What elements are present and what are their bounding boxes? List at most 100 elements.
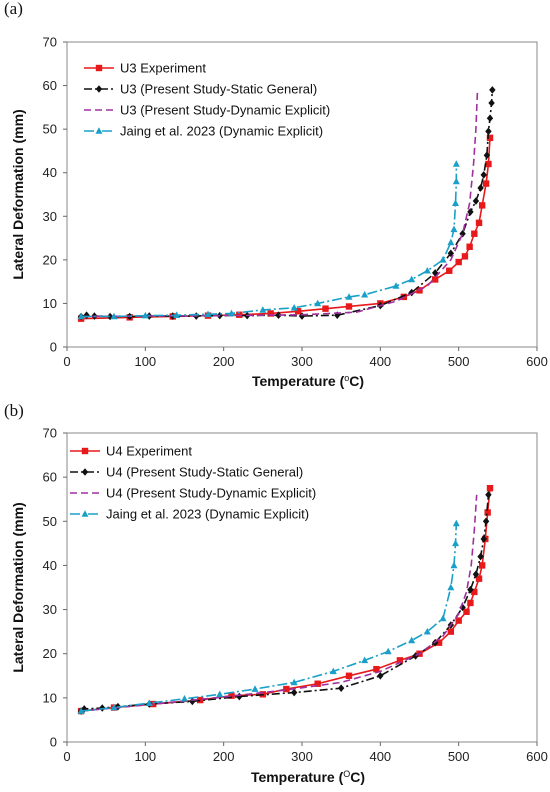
data-point — [472, 197, 480, 205]
data-point — [77, 707, 85, 714]
data-point — [486, 114, 494, 123]
series-3 — [81, 89, 479, 318]
legend-marker — [95, 127, 103, 134]
chart-panel-a: (a) 0 100 200 300 400 500 600 0 10 20 30 40 50 60 70 Tem… — [4, 0, 548, 389]
series-4 — [77, 160, 460, 320]
data-point — [196, 696, 204, 704]
x-tick-label: 0 — [63, 354, 70, 369]
data-point — [423, 627, 431, 635]
data-point — [478, 562, 486, 569]
y-tick-label: 60 — [43, 78, 57, 93]
x-tick-label: 200 — [213, 354, 235, 369]
data-point — [173, 311, 181, 318]
data-point — [455, 258, 462, 266]
legend-label: U4 Experiment — [106, 444, 192, 459]
data-point — [290, 688, 298, 697]
x-axis-title: Temperature (OC) — [251, 769, 365, 785]
series-2 — [77, 86, 496, 321]
data-point — [447, 628, 455, 635]
data-point — [485, 491, 492, 499]
series-line — [80, 494, 490, 712]
x-tick-label: 200 — [213, 749, 235, 764]
x-tick-label: 0 — [63, 749, 70, 764]
data-point — [216, 690, 224, 698]
data-point — [259, 306, 267, 313]
x-tick-label: 300 — [291, 354, 313, 369]
series-line — [81, 89, 479, 318]
data-point — [485, 160, 492, 168]
data-point — [423, 266, 431, 274]
data-point — [483, 151, 491, 160]
data-point — [480, 171, 487, 179]
data-point — [314, 299, 322, 307]
data-point — [408, 275, 416, 283]
data-point — [482, 180, 490, 187]
y-tick-label: 10 — [43, 690, 57, 705]
data-point — [477, 184, 484, 192]
series-3 — [81, 494, 478, 712]
data-point — [482, 517, 490, 526]
data-point — [459, 229, 466, 238]
data-point — [384, 647, 392, 655]
y-tick-label: 60 — [43, 470, 57, 485]
data-point — [484, 509, 491, 516]
data-point — [251, 685, 259, 692]
y-tick-label: 50 — [43, 122, 57, 137]
legend-marker — [81, 468, 89, 476]
data-point — [431, 276, 439, 283]
data-point — [439, 256, 447, 263]
data-point — [480, 535, 487, 543]
x-tick-label: 500 — [448, 749, 470, 764]
data-point — [455, 617, 462, 624]
y-tick-label: 50 — [43, 514, 57, 529]
data-point — [478, 202, 486, 209]
data-point — [452, 199, 460, 207]
series-4 — [77, 519, 460, 714]
x-axis-title: Temperature (oC) — [252, 373, 364, 389]
panel-label: (b) — [4, 401, 24, 420]
y-tick-label: 20 — [43, 646, 57, 661]
x-axis-title-sup: O — [343, 769, 350, 779]
data-point — [337, 684, 345, 692]
y-tick-label: 0 — [50, 735, 57, 750]
y-tick-label: 30 — [43, 602, 57, 617]
data-point — [228, 692, 235, 699]
data-point — [99, 704, 106, 712]
data-point — [181, 694, 188, 702]
data-point — [267, 310, 274, 317]
data-point — [329, 667, 337, 675]
legend-label: U3 (Present Study-Static General) — [120, 82, 317, 97]
x-tick-label: 400 — [369, 354, 391, 369]
legend-label: U4 (Present Study-Dynamic Explicit) — [106, 486, 316, 501]
data-point — [485, 127, 492, 136]
data-point — [361, 290, 369, 298]
data-point — [471, 588, 478, 596]
data-point — [110, 312, 118, 320]
data-point — [377, 671, 384, 680]
data-point — [345, 672, 353, 679]
legend-marker — [81, 510, 89, 517]
legend-label: Jaing et al. 2023 (Dynamic Explicit) — [120, 124, 323, 139]
data-point — [450, 561, 458, 569]
y-tick-label: 40 — [43, 558, 57, 573]
data-point — [334, 311, 341, 319]
data-point — [439, 614, 447, 622]
data-point — [472, 570, 480, 579]
data-point — [447, 583, 455, 591]
data-point — [283, 685, 290, 693]
x-axis-title-unit: C) — [350, 769, 365, 785]
data-point — [361, 656, 369, 664]
series-line — [81, 523, 458, 712]
data-point — [396, 657, 404, 664]
data-point — [228, 309, 235, 317]
data-point — [477, 552, 484, 561]
x-tick-label: 300 — [291, 749, 313, 764]
data-point — [446, 267, 453, 274]
data-point — [145, 699, 153, 706]
y-tick-label: 40 — [43, 165, 57, 180]
y-tick-label: 20 — [43, 252, 57, 267]
series-line — [81, 164, 458, 318]
data-point — [452, 519, 460, 527]
legend-label: U4 (Present Study-Static General) — [106, 465, 303, 480]
x-axis-title-unit: C) — [349, 373, 364, 389]
